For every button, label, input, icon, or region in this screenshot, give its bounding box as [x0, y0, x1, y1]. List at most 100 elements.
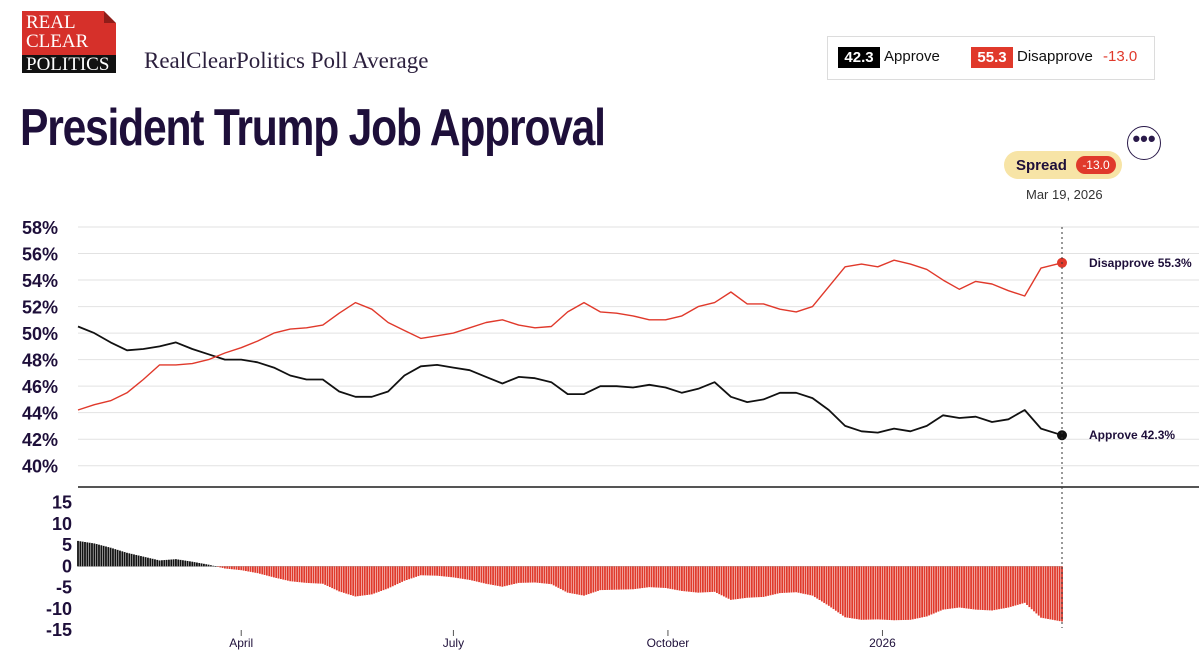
spread-bar — [489, 566, 492, 585]
approve-end-dot — [1057, 430, 1067, 441]
spread-bar — [501, 566, 504, 587]
spread-bar — [228, 566, 231, 569]
disapprove-line[interactable] — [77, 259, 1063, 411]
spread-bar — [632, 566, 634, 590]
spread-bar — [625, 566, 627, 590]
spread-bar — [566, 566, 569, 593]
spread-bar — [620, 566, 623, 590]
spread-bar — [669, 566, 672, 589]
spread-bar — [813, 566, 816, 598]
spread-bar — [1026, 566, 1028, 605]
spread-bar — [706, 566, 709, 593]
spread-bar — [198, 562, 201, 567]
spread-bar — [569, 566, 571, 594]
spread-bar — [242, 566, 245, 571]
spread-bar — [303, 566, 306, 583]
logo-line-2: CLEAR — [26, 31, 89, 52]
spread-bar — [310, 566, 313, 584]
spread-bar — [827, 566, 830, 606]
spread-bar — [1033, 566, 1035, 612]
approve-line[interactable] — [77, 325, 1063, 437]
spread-bar — [144, 557, 147, 567]
spread-bar — [844, 566, 847, 618]
spread-bar — [464, 566, 466, 580]
spread-bar — [226, 566, 229, 569]
spread-bar — [527, 566, 529, 583]
spread-bar — [981, 566, 984, 610]
spread-bar — [636, 566, 639, 589]
spread-bar — [184, 560, 187, 567]
spread-bar — [594, 566, 597, 592]
spread-bar — [1009, 566, 1012, 607]
spread-bar — [748, 566, 751, 598]
spread-bar — [646, 566, 648, 588]
spread-bar — [426, 566, 429, 576]
spread-bar — [487, 566, 490, 585]
spread-bar — [837, 566, 840, 613]
spread-bar — [769, 566, 772, 596]
spread-bar — [774, 566, 777, 595]
more-options-button[interactable]: ••• — [1127, 126, 1161, 160]
spread-bar — [454, 566, 457, 578]
spread-bar — [671, 566, 674, 590]
spread-bar — [613, 566, 616, 590]
spread-bar — [391, 566, 394, 587]
spread-bar — [272, 566, 275, 578]
spread-bar — [433, 566, 436, 576]
spread-bar — [953, 566, 956, 609]
spread-bar — [648, 566, 651, 588]
spread-bar — [1012, 566, 1014, 607]
spread-bar — [284, 566, 287, 581]
spread-bar — [217, 566, 219, 567]
spread-bar — [254, 566, 257, 573]
spread-bar — [289, 566, 292, 582]
spread-bar — [168, 559, 170, 567]
spread-bar — [340, 566, 343, 593]
x-tick-label: October — [647, 636, 690, 650]
spread-bar — [126, 552, 128, 567]
spread-bar — [363, 566, 366, 596]
spread-bar — [1047, 566, 1049, 619]
spread-bar — [335, 566, 338, 591]
spread-bar — [300, 566, 303, 583]
spread-bar — [683, 566, 686, 592]
spread-bar — [366, 566, 369, 595]
spread-bar — [88, 542, 91, 567]
spread-bar — [396, 566, 399, 585]
spread-bar — [811, 566, 814, 596]
spread-bar — [319, 566, 322, 584]
spread-bar — [95, 544, 98, 567]
spread-bar — [699, 566, 702, 593]
spread-bar — [317, 566, 320, 584]
spread-bar — [368, 566, 371, 595]
spread-bar — [592, 566, 595, 593]
spread-bar — [461, 566, 464, 579]
spread-bar — [534, 566, 536, 583]
spread-bar — [820, 566, 823, 602]
spread-bar — [893, 566, 896, 621]
spread-bar — [116, 549, 119, 567]
spread-bar — [513, 566, 515, 584]
spread-bar — [189, 561, 191, 567]
spread-bar — [904, 566, 907, 620]
spread-bar — [422, 566, 424, 576]
spread-bar — [286, 566, 289, 581]
spread-bar — [1007, 566, 1010, 608]
spread-bar — [207, 564, 210, 567]
spread-bar — [734, 566, 737, 600]
spread-bar — [499, 566, 501, 587]
spread-bar — [590, 566, 592, 594]
spread-bar — [307, 566, 310, 584]
top-y-tick-label: 54% — [22, 271, 58, 291]
spread-bar — [876, 566, 879, 620]
spread-bar — [932, 566, 935, 614]
spread-bar — [249, 566, 252, 572]
spread-bar — [967, 566, 970, 609]
spread-bar — [133, 554, 135, 567]
spread-bar — [939, 566, 942, 611]
spread-bar — [275, 566, 278, 578]
spread-bar — [907, 566, 910, 620]
page-subtitle: RealClearPolitics Poll Average — [144, 48, 429, 73]
spread-bar — [354, 566, 357, 597]
